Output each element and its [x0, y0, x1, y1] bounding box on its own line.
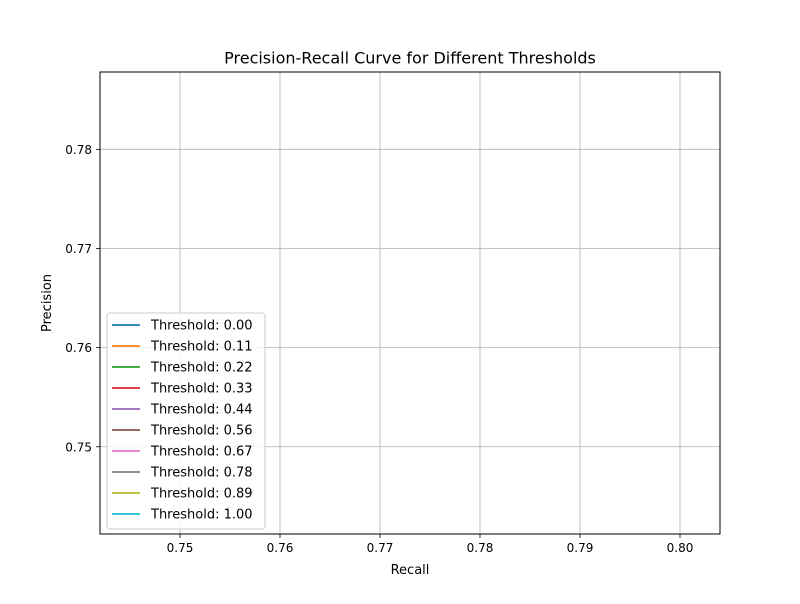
x-tick-label: 0.78	[467, 541, 494, 555]
x-tick-label: 0.80	[667, 541, 694, 555]
x-axis-label: Recall	[391, 563, 430, 578]
legend-box	[106, 312, 266, 530]
legend-entry-label: Threshold: 0.78	[150, 466, 253, 481]
y-tick-label: 0.77	[65, 242, 92, 256]
legend-entry-label: Threshold: 0.44	[150, 403, 253, 418]
y-axis-ticks: 0.75 0.76 0.77 0.78	[65, 143, 100, 454]
y-axis-label: Precision	[40, 274, 55, 332]
legend-entry-label: Threshold: 0.33	[150, 382, 253, 397]
legend-entry-label: Threshold: 0.11	[150, 340, 253, 355]
y-tick-label: 0.76	[65, 341, 92, 355]
y-tick-label: 0.75	[65, 440, 92, 454]
x-tick-label: 0.76	[267, 541, 294, 555]
legend-entry-label: Threshold: 0.56	[150, 424, 253, 439]
x-axis-ticks: 0.75 0.76 0.77 0.78 0.79 0.80	[167, 534, 694, 555]
x-tick-label: 0.79	[567, 541, 594, 555]
legend: Threshold: 0.00 Threshold: 0.11 Threshold:…	[106, 312, 266, 530]
y-tick-label: 0.78	[65, 143, 92, 157]
legend-entry-label: Threshold: 0.89	[150, 487, 253, 502]
plot-area-frame	[99, 71, 721, 535]
chart-title: Precision-Recall Curve for Different Thr…	[224, 49, 596, 68]
legend-entry-label: Threshold: 1.00	[150, 508, 253, 523]
legend-entry-label: Threshold: 0.22	[150, 361, 253, 376]
legend-entry-label: Threshold: 0.00	[150, 319, 253, 334]
x-tick-label: 0.75	[167, 541, 194, 555]
x-tick-label: 0.77	[367, 541, 394, 555]
legend-entry-label: Threshold: 0.67	[150, 445, 253, 460]
